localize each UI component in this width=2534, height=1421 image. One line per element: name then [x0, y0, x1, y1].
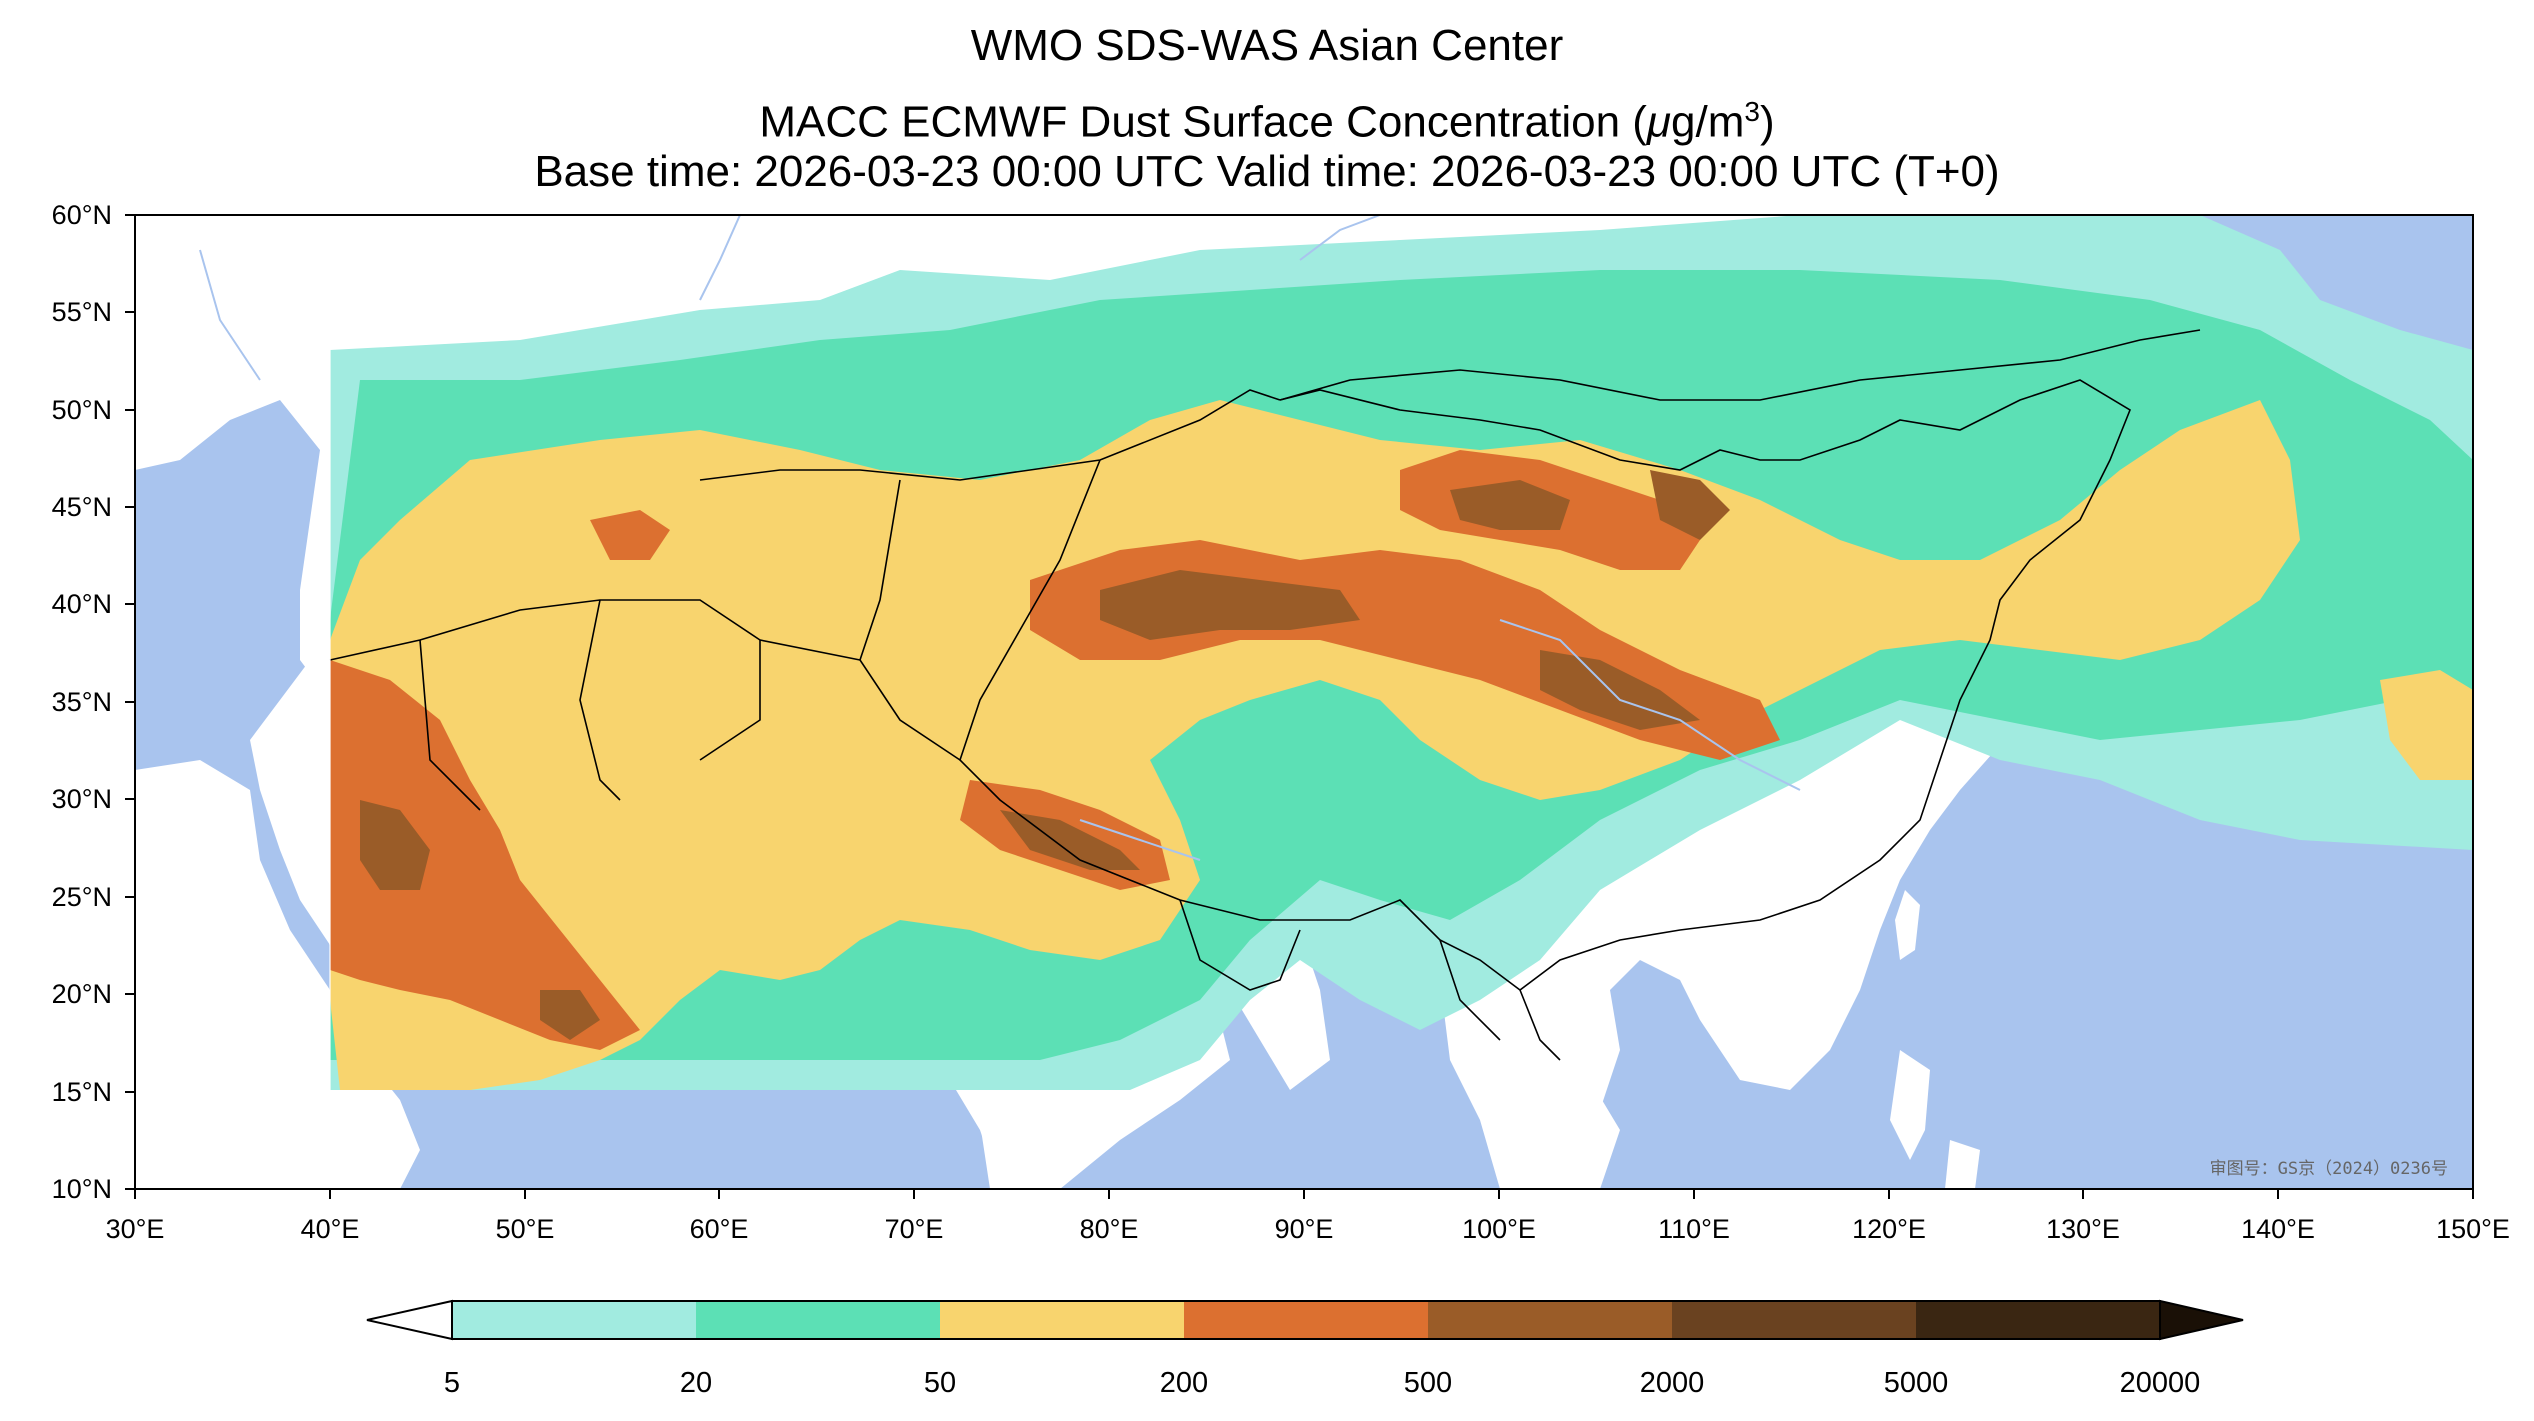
dust-field	[330, 215, 2473, 1090]
y-tick: 20°N	[52, 979, 135, 1009]
x-tick: 140°E	[2241, 1189, 2315, 1244]
unit-mu: μ	[1646, 97, 1672, 147]
colorbar-segment	[1672, 1301, 1916, 1339]
y-tick-label: 20°N	[52, 979, 112, 1009]
y-tick-label: 25°N	[52, 882, 112, 912]
colorbar-label: 5	[444, 1367, 460, 1399]
y-axis: 10°N 15°N 20°N 25°N 30°N 35°N 40°N 45°N …	[52, 200, 135, 1204]
y-tick-label: 45°N	[52, 492, 112, 522]
watermark: 审图号：GS京（2024）0236号	[2210, 1159, 2448, 1179]
y-tick-label: 35°N	[52, 687, 112, 717]
x-tick-label: 120°E	[1852, 1214, 1926, 1244]
colorbar-over-arrow	[2159, 1299, 2244, 1341]
y-tick: 10°N	[52, 1174, 135, 1204]
x-tick-label: 60°E	[690, 1214, 749, 1244]
y-tick: 60°N	[52, 200, 135, 230]
y-tick-label: 40°N	[52, 589, 112, 619]
x-tick-label: 30°E	[106, 1214, 165, 1244]
colorbar-label: 5000	[1884, 1367, 1949, 1399]
unit-exponent: 3	[1744, 96, 1760, 127]
y-tick: 25°N	[52, 882, 135, 912]
title-line-2-suffix: )	[1759, 97, 1775, 147]
colorbar-label: 2000	[1640, 1367, 1705, 1399]
y-tick: 30°N	[52, 784, 135, 814]
rivers	[199, 215, 1801, 861]
x-tick: 30°E	[106, 1189, 165, 1244]
y-tick: 45°N	[52, 492, 135, 522]
title-line-3: Base time: 2026-03-23 00:00 UTC Valid ti…	[534, 147, 2000, 196]
colorbar-under-arrow	[366, 1299, 453, 1341]
x-tick: 40°E	[301, 1189, 360, 1244]
x-tick: 90°E	[1275, 1189, 1334, 1244]
x-tick-label: 40°E	[301, 1214, 360, 1244]
x-tick: 50°E	[496, 1189, 555, 1244]
colorbar-label: 20000	[2120, 1367, 2201, 1399]
x-tick-label: 70°E	[885, 1214, 944, 1244]
x-tick: 80°E	[1080, 1189, 1139, 1244]
domain-mask	[135, 400, 330, 1090]
title-line-1: WMO SDS-WAS Asian Center	[970, 21, 1564, 70]
colorbar-segment	[1184, 1301, 1428, 1339]
unit-g: g/m	[1671, 97, 1745, 147]
x-tick-label: 100°E	[1462, 1214, 1536, 1244]
y-tick-label: 60°N	[52, 200, 112, 230]
x-tick-label: 150°E	[2436, 1214, 2510, 1244]
country-borders	[329, 329, 2201, 1061]
y-tick-label: 10°N	[52, 1174, 112, 1204]
y-tick: 40°N	[52, 589, 135, 619]
x-tick: 120°E	[1852, 1189, 1926, 1244]
x-tick: 110°E	[1658, 1189, 1730, 1244]
y-tick: 15°N	[52, 1077, 135, 1107]
x-tick: 150°E	[2436, 1189, 2510, 1244]
colorbar-label: 200	[1160, 1367, 1208, 1399]
y-tick-label: 15°N	[52, 1077, 112, 1107]
dust-level-3	[330, 400, 2300, 1090]
title-line-2-prefix: MACC ECMWF Dust Surface Concentration (	[759, 97, 1647, 147]
colorbar-segment	[452, 1301, 696, 1339]
x-tick: 130°E	[2046, 1189, 2120, 1244]
y-tick-label: 50°N	[52, 395, 112, 425]
map-area	[135, 215, 2473, 1189]
colorbar-label: 50	[924, 1367, 956, 1399]
colorbar-label: 20	[680, 1367, 712, 1399]
dust-level-5	[1100, 570, 1360, 640]
x-tick-label: 50°E	[496, 1214, 555, 1244]
y-tick-label: 30°N	[52, 784, 112, 814]
x-tick: 60°E	[690, 1189, 749, 1244]
y-tick: 35°N	[52, 687, 135, 717]
y-tick: 50°N	[52, 395, 135, 425]
colorbar-segment	[1916, 1301, 2160, 1339]
x-tick-label: 110°E	[1658, 1214, 1730, 1244]
x-axis: 30°E 40°E 50°E 60°E 70°E 80°E 90°E 100°E…	[106, 1189, 2510, 1244]
x-tick-label: 140°E	[2241, 1214, 2315, 1244]
x-tick: 70°E	[885, 1189, 944, 1244]
x-tick-label: 80°E	[1080, 1214, 1139, 1244]
colorbar-label: 500	[1404, 1367, 1452, 1399]
y-tick-label: 55°N	[52, 297, 112, 327]
x-tick: 100°E	[1462, 1189, 1536, 1244]
x-tick-label: 90°E	[1275, 1214, 1334, 1244]
colorbar-frame	[451, 1300, 2161, 1340]
colorbar: 5 20 50 200 500 2000 5000 20000	[366, 1299, 2244, 1399]
y-tick: 55°N	[52, 297, 135, 327]
colorbar-segment	[940, 1301, 1184, 1339]
x-tick-label: 130°E	[2046, 1214, 2120, 1244]
title-line-2: MACC ECMWF Dust Surface Concentration (μ…	[0, 86, 2534, 149]
colorbar-segment	[696, 1301, 940, 1339]
colorbar-segment	[1428, 1301, 1672, 1339]
